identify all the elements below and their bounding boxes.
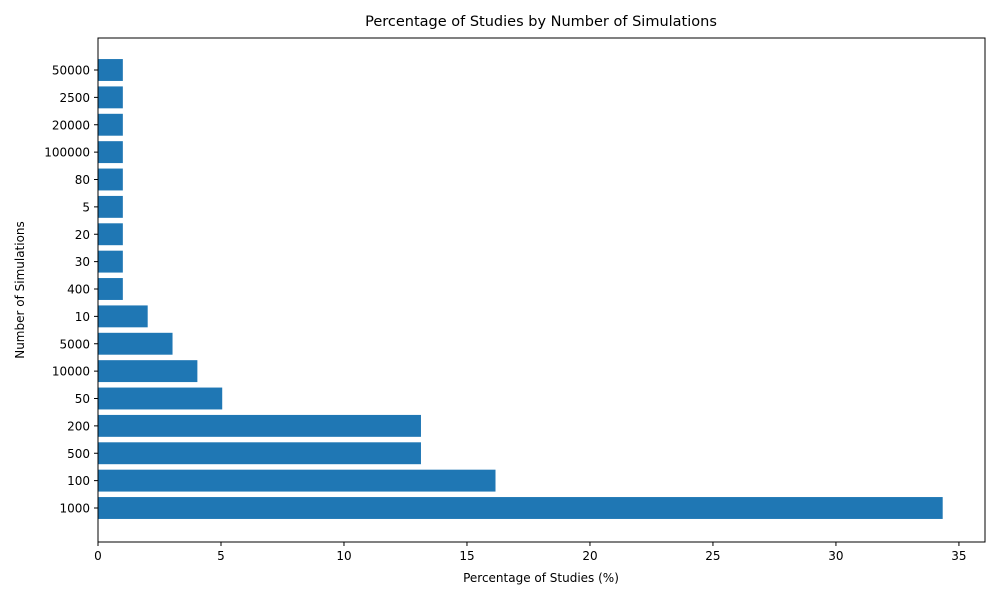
x-tick-label: 35 bbox=[951, 549, 966, 563]
x-tick-label: 10 bbox=[336, 549, 351, 563]
bar-10 bbox=[98, 305, 148, 328]
bar-400 bbox=[98, 278, 123, 300]
bar-30 bbox=[98, 250, 123, 273]
y-tick-label: 5000 bbox=[59, 337, 90, 351]
y-tick-label: 400 bbox=[67, 283, 90, 297]
bar-5 bbox=[98, 195, 123, 218]
bars-layer bbox=[98, 59, 943, 519]
x-tick-label: 20 bbox=[582, 549, 597, 563]
bar-5000 bbox=[98, 332, 173, 355]
bar-20 bbox=[98, 223, 123, 246]
y-tick-label: 80 bbox=[75, 173, 90, 187]
bar-200 bbox=[98, 414, 421, 437]
y-tick-label: 10000 bbox=[52, 365, 90, 379]
x-axis-label: Percentage of Studies (%) bbox=[463, 571, 619, 585]
y-tick-label: 10 bbox=[75, 310, 90, 324]
y-tick-label: 20 bbox=[75, 228, 90, 242]
plot-frame bbox=[97, 37, 986, 543]
y-tick-label: 50000 bbox=[52, 64, 90, 78]
x-axis-ticks: 0 5 10 15 20 25 30 35 bbox=[94, 542, 967, 563]
bar-80 bbox=[98, 168, 123, 191]
y-tick-label: 20000 bbox=[52, 118, 90, 132]
x-tick-label: 5 bbox=[217, 549, 225, 563]
bar-1000 bbox=[98, 497, 943, 519]
y-tick-label: 1000 bbox=[59, 502, 90, 516]
x-tick-label: 30 bbox=[828, 549, 843, 563]
bar-500 bbox=[98, 442, 421, 465]
y-tick-label: 200 bbox=[67, 419, 90, 433]
bar-100 bbox=[98, 469, 496, 492]
y-tick-label: 2500 bbox=[59, 91, 90, 105]
bar-100000 bbox=[98, 141, 123, 164]
y-tick-label: 5 bbox=[82, 200, 90, 214]
y-tick-label: 30 bbox=[75, 255, 90, 269]
y-tick-label: 50 bbox=[75, 392, 90, 406]
y-tick-label: 100000 bbox=[44, 146, 90, 160]
bar-20000 bbox=[98, 113, 123, 136]
bar-10000 bbox=[98, 360, 198, 383]
chart-title: Percentage of Studies by Number of Simul… bbox=[365, 14, 717, 30]
y-axis-label: Number of Simulations bbox=[13, 221, 27, 359]
x-tick-label: 25 bbox=[705, 549, 720, 563]
bar-2500 bbox=[98, 86, 123, 109]
y-tick-label: 100 bbox=[67, 474, 90, 488]
y-tick-label: 500 bbox=[67, 447, 90, 461]
x-tick-label: 0 bbox=[94, 549, 102, 563]
x-tick-label: 15 bbox=[459, 549, 474, 563]
bar-50 bbox=[98, 387, 223, 410]
bar-50000 bbox=[98, 59, 123, 81]
y-axis-ticks: 1000 100 500 200 50 10000 5000 10 400 30 20 5 80 1000… bbox=[44, 64, 98, 516]
